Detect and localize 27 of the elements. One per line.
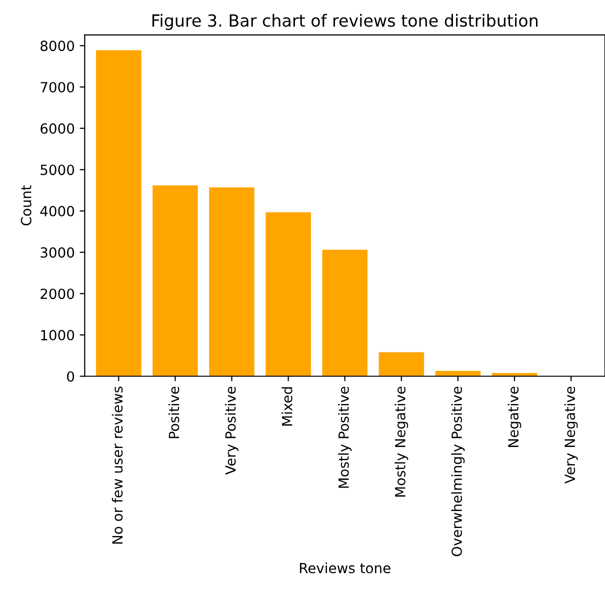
y-tick-label: 4000 [40,206,74,216]
y-tick-label: 3000 [40,247,74,258]
x-tick-label: Very Negative [564,386,578,484]
bar [266,212,311,376]
bar [378,352,424,376]
x-tick-label: Overwhelmingly Positive [451,386,465,556]
y-tick-label: 5000 [40,164,74,176]
y-axis-title: Count [20,185,32,226]
bar [322,250,368,376]
x-tick-label: Mostly Negative [394,386,408,497]
bar [96,50,142,376]
y-tick-label: 0 [67,371,74,382]
chart-title: Figure 3. Bar chart of reviews tone distribution [152,14,538,30]
x-tick-label: Very Positive [225,386,238,475]
x-tick-label: Positive [168,386,180,438]
x-tick-label: Mostly Positive [338,386,352,488]
y-tick-label: 8000 [40,40,74,52]
y-tick-label: 1000 [41,330,74,340]
x-axis-title: Reviews tone [300,562,390,574]
y-tick-label: 7000 [40,82,74,92]
y-tick-label: 6000 [40,123,74,134]
bar [152,185,198,376]
x-tick-label: No or few user reviews [112,386,123,544]
y-tick-label: 2000 [40,288,74,300]
x-tick-label: Mixed [282,387,292,426]
bar [209,187,254,376]
x-tick-label: Negative [508,386,522,447]
